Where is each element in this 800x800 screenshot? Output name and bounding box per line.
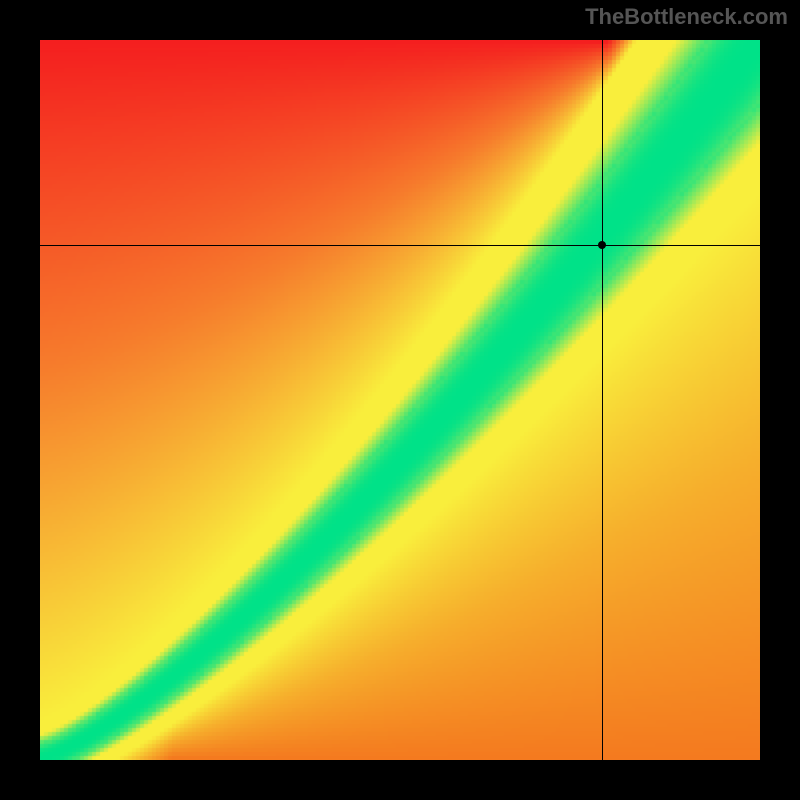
crosshair-horizontal [40,245,760,246]
watermark-label: TheBottleneck.com [585,4,788,30]
crosshair-marker [598,241,606,249]
crosshair-vertical [602,40,603,760]
heatmap-canvas [40,40,760,760]
chart-container: TheBottleneck.com [0,0,800,800]
